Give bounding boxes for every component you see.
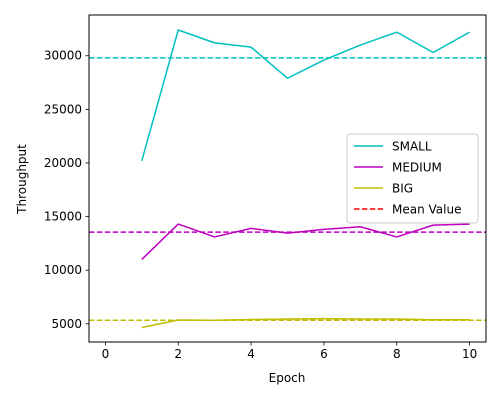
axes-frame (88, 14, 487, 343)
series-line-medium (141, 223, 470, 260)
x-tick-label: 0 (102, 347, 110, 361)
legend-label-mean-value: Mean Value (392, 203, 461, 217)
x-tick-label: 4 (247, 347, 255, 361)
legend-box (346, 133, 479, 224)
plot-area (89, 29, 486, 329)
x-tick-label: 8 (393, 347, 401, 361)
series-line-small (141, 29, 470, 162)
axes: 0 2 4 6 8 10 5000 10000 15000 20000 25000 30000 (44, 14, 487, 361)
legend: SMALL MEDIUM BIG Mean Value (346, 133, 479, 224)
x-axis-label: Epoch (269, 371, 306, 385)
y-tick-label: 30000 (44, 49, 82, 63)
y-tick-label: 15000 (44, 210, 82, 224)
y-tick-label: 10000 (44, 263, 82, 277)
y-axis-label: Throughput (15, 144, 29, 215)
x-tick-label: 6 (320, 347, 328, 361)
legend-label-small: SMALL (392, 140, 432, 154)
y-tick-label: 25000 (44, 102, 82, 116)
legend-label-big: BIG (392, 182, 413, 196)
y-tick-label: 20000 (44, 156, 82, 170)
legend-label-medium: MEDIUM (392, 161, 442, 175)
y-tick-label: 5000 (51, 317, 82, 331)
x-tick-label: 2 (174, 347, 182, 361)
series-line-big (141, 317, 470, 329)
x-tick-label: 10 (462, 347, 477, 361)
